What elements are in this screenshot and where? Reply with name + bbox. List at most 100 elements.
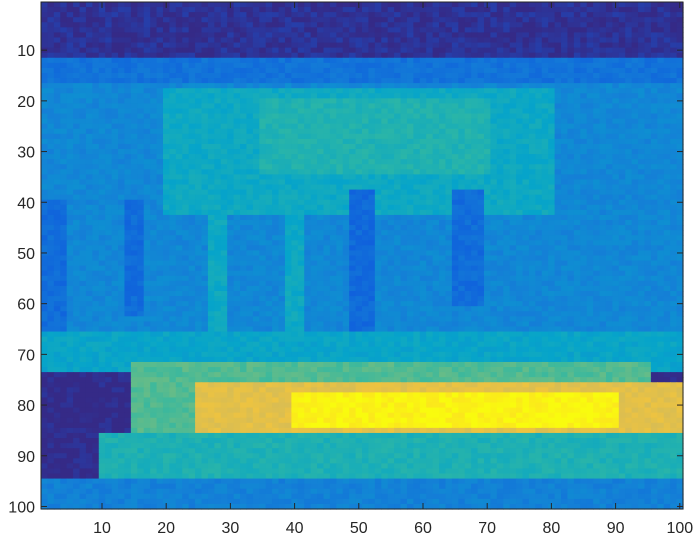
- heatmap-cell: [118, 123, 126, 130]
- heatmap-cell: [458, 123, 466, 130]
- heatmap-cell: [169, 138, 177, 145]
- heatmap-cell: [445, 93, 453, 99]
- heatmap-cell: [625, 138, 633, 145]
- heatmap-cell: [535, 179, 543, 186]
- heatmap-cell: [66, 113, 74, 120]
- heatmap-cell: [580, 154, 588, 160]
- heatmap-cell: [535, 159, 543, 165]
- heatmap-cell: [548, 12, 556, 18]
- heatmap-cell: [471, 154, 479, 160]
- heatmap-cell: [220, 83, 228, 89]
- heatmap-cell: [265, 204, 273, 211]
- heatmap-cell: [342, 225, 350, 231]
- heatmap-cell: [291, 199, 299, 206]
- heatmap-cell: [451, 169, 459, 175]
- heatmap-cell: [175, 27, 183, 34]
- heatmap-cell: [207, 149, 215, 155]
- heatmap-cell: [92, 154, 100, 160]
- heatmap-cell: [195, 245, 203, 252]
- heatmap-cell: [85, 179, 93, 186]
- heatmap-cell: [111, 209, 119, 216]
- heatmap-cell: [413, 225, 421, 231]
- heatmap-cell: [207, 67, 215, 74]
- heatmap-cell: [201, 128, 209, 135]
- heatmap-cell: [278, 138, 286, 145]
- heatmap-cell: [233, 62, 241, 69]
- heatmap-cell: [329, 189, 337, 196]
- heatmap-cell: [195, 32, 203, 39]
- heatmap-cell: [638, 149, 646, 155]
- heatmap-cell: [150, 67, 158, 74]
- heatmap-cell: [162, 12, 170, 18]
- heatmap-cell: [670, 204, 678, 211]
- heatmap-cell: [406, 194, 414, 201]
- heatmap-cell: [182, 62, 190, 69]
- heatmap-cell: [439, 67, 447, 74]
- heatmap-cell: [503, 174, 511, 181]
- heatmap-cell: [419, 98, 427, 104]
- heatmap-cell: [265, 2, 273, 8]
- heatmap-cell: [105, 123, 113, 130]
- heatmap-cell: [618, 22, 626, 28]
- heatmap-cell: [317, 32, 325, 39]
- heatmap-cell: [342, 42, 350, 49]
- heatmap-cell: [657, 27, 665, 34]
- heatmap-cell: [394, 83, 402, 89]
- heatmap-cell: [638, 72, 646, 79]
- heatmap-cell: [631, 138, 639, 145]
- heatmap-cell: [240, 72, 248, 79]
- heatmap-cell: [85, 245, 93, 252]
- heatmap-cell: [53, 209, 61, 216]
- heatmap-cell: [573, 235, 581, 241]
- heatmap-cell: [304, 138, 312, 145]
- heatmap-cell: [98, 62, 106, 69]
- heatmap-cell: [522, 235, 530, 241]
- heatmap-cell: [227, 98, 235, 104]
- heatmap-cell: [650, 149, 658, 155]
- heatmap-cell: [451, 27, 459, 34]
- heatmap-cell: [650, 67, 658, 74]
- heatmap-cell: [406, 47, 414, 54]
- heatmap-cell: [638, 47, 646, 54]
- heatmap-cell: [272, 22, 280, 28]
- heatmap-cell: [650, 199, 658, 206]
- heatmap-cell: [541, 143, 549, 150]
- heatmap-cell: [554, 204, 562, 211]
- heatmap-cell: [535, 225, 543, 231]
- heatmap-cell: [92, 184, 100, 191]
- heatmap-cell: [394, 250, 402, 257]
- heatmap-cell: [188, 47, 196, 54]
- heatmap-cell: [464, 204, 472, 211]
- heatmap-cell: [554, 143, 562, 150]
- heatmap-cell: [471, 194, 479, 201]
- heatmap-cell: [272, 98, 280, 104]
- heatmap-cell: [304, 143, 312, 150]
- heatmap-cell: [53, 220, 61, 226]
- heatmap-cell: [150, 154, 158, 160]
- heatmap-cell: [663, 93, 671, 99]
- heatmap-cell: [631, 184, 639, 191]
- heatmap-cell: [605, 230, 613, 236]
- heatmap-cell: [400, 214, 408, 221]
- heatmap-cell: [195, 113, 203, 120]
- heatmap-cell: [445, 52, 453, 59]
- heatmap-cell: [631, 189, 639, 196]
- heatmap-cell: [522, 52, 530, 59]
- heatmap-cell: [439, 32, 447, 39]
- heatmap-cell: [79, 169, 87, 175]
- heatmap-cell: [676, 118, 684, 125]
- heatmap-cell: [554, 47, 562, 54]
- heatmap-cell: [201, 204, 209, 211]
- heatmap-cell: [310, 225, 318, 231]
- heatmap-cell: [73, 42, 81, 49]
- heatmap-cell: [73, 128, 81, 135]
- heatmap-cell: [317, 62, 325, 69]
- heatmap-cell: [278, 189, 286, 196]
- heatmap-cell: [477, 209, 485, 216]
- heatmap-cell: [207, 93, 215, 99]
- heatmap-cell: [317, 67, 325, 74]
- heatmap-cell: [573, 199, 581, 206]
- heatmap-cell: [477, 52, 485, 59]
- heatmap-cell: [605, 164, 613, 170]
- heatmap-cell: [400, 7, 408, 13]
